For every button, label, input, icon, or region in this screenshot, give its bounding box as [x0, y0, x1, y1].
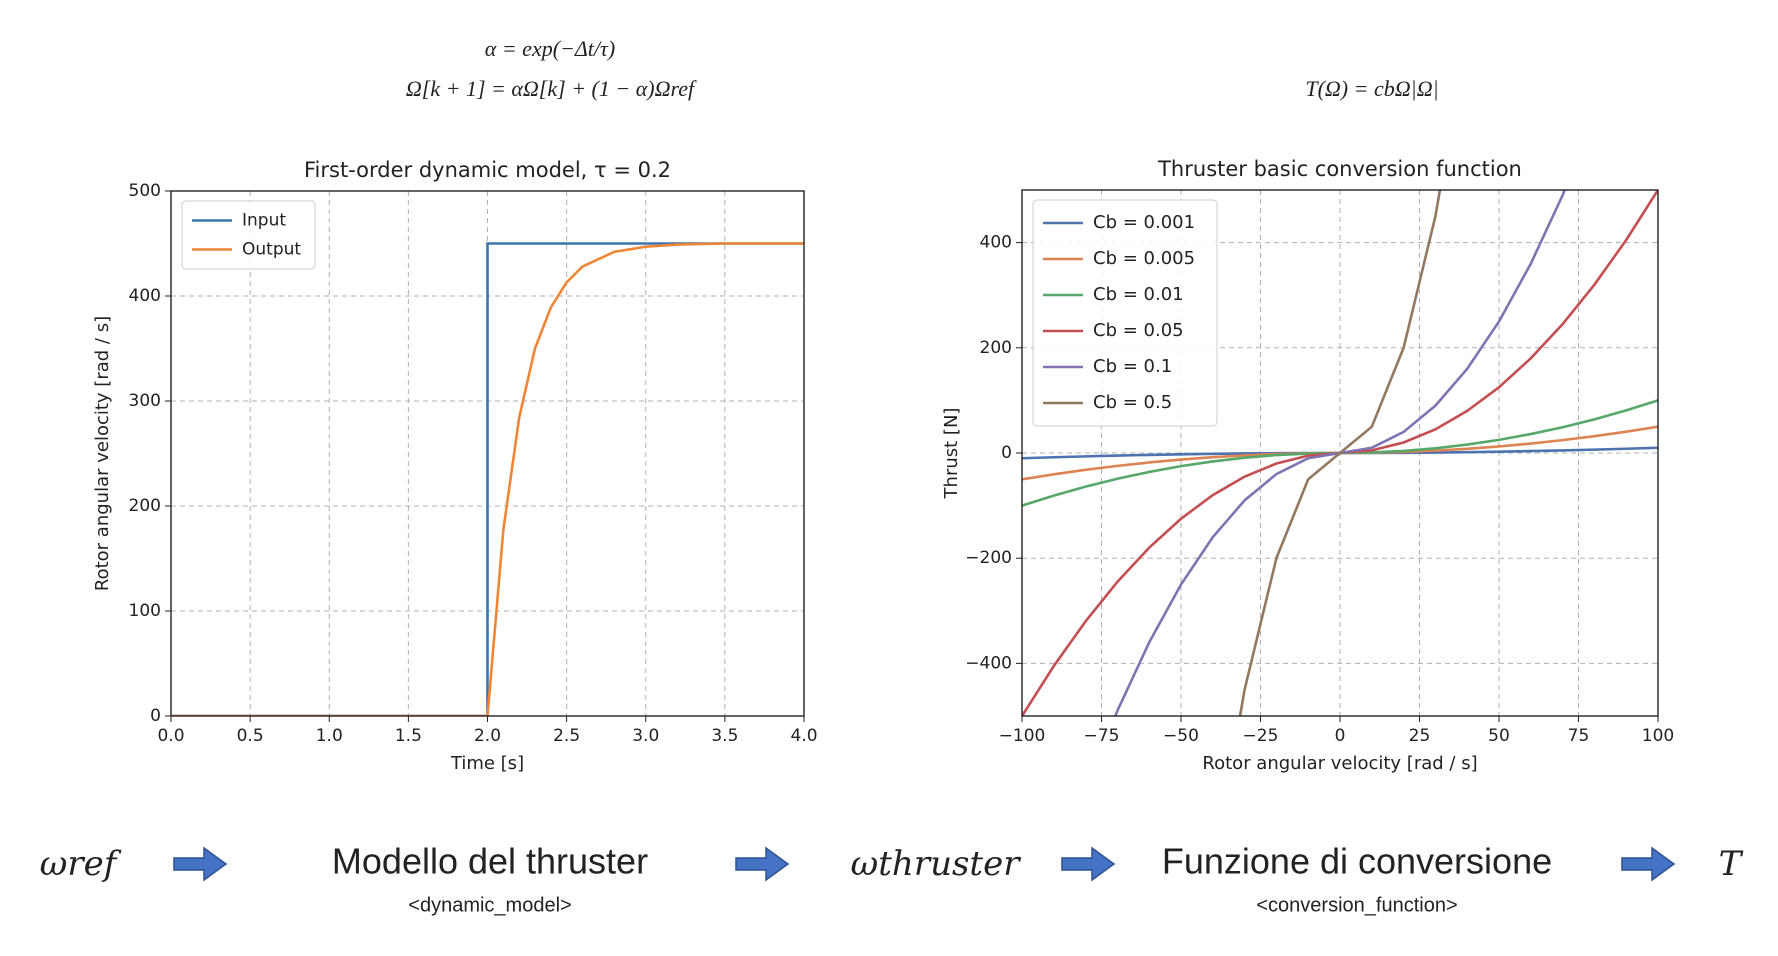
x-tick-label: 1.5: [395, 726, 422, 746]
series-group: [1022, 190, 1658, 716]
legend-label: Cb = 0.5: [1093, 392, 1172, 413]
chart-title: Thruster basic conversion function: [1157, 157, 1522, 181]
x-tick-label: 3.5: [711, 726, 738, 746]
chart-title: First-order dynamic model, τ = 0.2: [304, 158, 671, 182]
x-tick-label: 4.0: [790, 726, 817, 746]
pipeline-tag: <conversion_function>: [1256, 894, 1457, 916]
x-tick-label: 2.5: [553, 726, 580, 746]
x-tick-label: −100: [999, 726, 1046, 746]
pipeline-block: Funzione di conversione: [1162, 841, 1552, 882]
pipeline-block: Modello del thruster: [332, 841, 648, 882]
y-tick-label: 500: [129, 181, 161, 201]
x-tick-label: 0: [1335, 726, 1346, 746]
pipeline-output: T: [1719, 844, 1744, 884]
x-tick-label: 3.0: [632, 726, 659, 746]
x-tick-label: 0.5: [237, 726, 264, 746]
y-tick-label: 0: [150, 706, 161, 726]
chart: −100 −75 −50 −25 0 25 50 75 100 −400 −200 0 200 400 Th…: [941, 157, 1674, 774]
y-axis-label: Thrust [N]: [941, 408, 962, 500]
plot-frame: [170, 190, 805, 717]
arrow: [1061, 846, 1116, 882]
legend-label: Input: [242, 211, 286, 231]
series-line: [171, 242, 804, 716]
x-tick-label: 50: [1488, 726, 1510, 746]
legend-box: [181, 200, 316, 270]
x-tick-label: 25: [1409, 726, 1431, 746]
pipeline-tag: <dynamic_model>: [408, 894, 571, 916]
x-tick-label: 0.0: [157, 726, 184, 746]
formula: T(Ω) = cbΩ|Ω|: [1305, 76, 1438, 101]
legend-label: Cb = 0.05: [1093, 320, 1184, 341]
plot-frame: [1021, 189, 1659, 717]
arrows: [173, 846, 1676, 882]
arrow: [1621, 846, 1676, 882]
formula: α = exp(−Δt/τ): [485, 36, 615, 61]
y-axis-label: Rotor angular velocity [rad / s]: [92, 316, 113, 591]
y-tick-label: 200: [980, 338, 1012, 358]
formula: Ω[k + 1] = αΩ[k] + (1 − α)Ωref: [406, 76, 697, 101]
series-line: [171, 242, 804, 716]
y-tick-label: −200: [965, 548, 1012, 568]
legend-label: Cb = 0.01: [1093, 284, 1184, 305]
y-tick-label: 400: [129, 286, 161, 306]
x-axis-label: Rotor angular velocity [rad / s]: [1202, 753, 1477, 774]
legend-label: Output: [242, 240, 301, 260]
y-tick-label: 300: [129, 391, 161, 411]
y-tick-label: 0: [1001, 443, 1012, 463]
x-tick-label: −50: [1163, 726, 1199, 746]
x-tick-label: −25: [1243, 726, 1279, 746]
pipeline-middle: ωthruster: [851, 844, 1022, 884]
legend-label: Cb = 0.1: [1093, 356, 1172, 377]
chart: 0.0 0.5 1.0 1.5 2.0 2.5 3.0 3.5 4.0 0 100 200 300 400…: [92, 158, 818, 774]
legend-label: Cb = 0.001: [1093, 212, 1195, 233]
series-group: [171, 242, 804, 716]
arrow: [173, 846, 228, 882]
legend-label: Cb = 0.005: [1093, 248, 1195, 269]
x-tick-label: 1.0: [316, 726, 343, 746]
x-tick-label: 2.0: [474, 726, 501, 746]
pipeline-input: ωref: [40, 844, 122, 884]
legend-box: [1032, 199, 1218, 427]
y-tick-label: 200: [129, 496, 161, 516]
x-tick-label: −75: [1084, 726, 1120, 746]
x-axis-label: Time [s]: [450, 753, 524, 774]
series-line: [1238, 190, 1442, 716]
y-tick-label: −400: [965, 653, 1012, 673]
y-tick-label: 100: [129, 601, 161, 621]
x-tick-label: 75: [1568, 726, 1590, 746]
arrow: [735, 846, 790, 882]
x-tick-label: 100: [1642, 726, 1674, 746]
y-tick-label: 400: [980, 233, 1012, 253]
